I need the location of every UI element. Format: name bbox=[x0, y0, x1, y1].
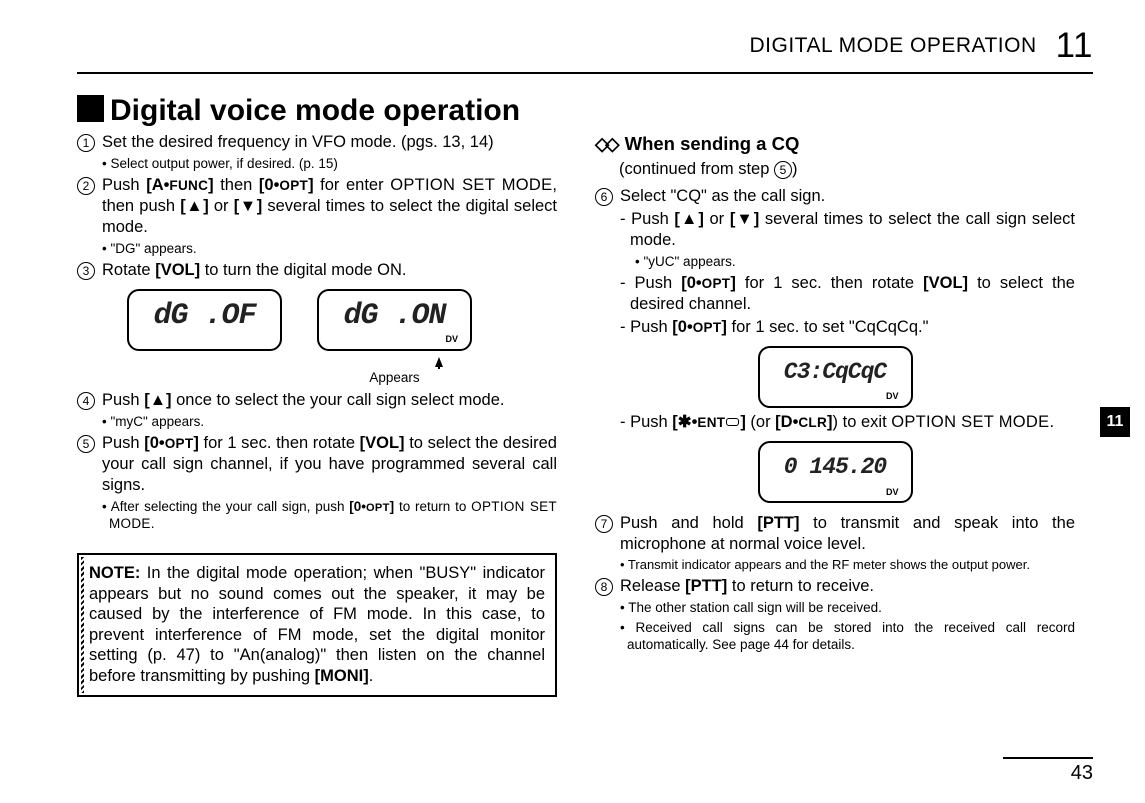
step6-d2: - Push [0•OPT] for 1 sec. then rotate [V… bbox=[620, 273, 1075, 315]
step6-d3: - Push [0•OPT] for 1 sec. to set "CqCqCq… bbox=[620, 317, 1075, 338]
right-column: ◇◇ When sending a CQ (continued from ste… bbox=[595, 132, 1075, 656]
note-label: NOTE: bbox=[89, 564, 140, 582]
step1-num: 1 bbox=[77, 134, 95, 152]
step-8: 8 Release [PTT] to return to receive. bbox=[595, 576, 1075, 597]
step7-sub: • Transmit indicator appears and the RF … bbox=[620, 557, 1075, 574]
title-text: Digital voice mode operation bbox=[110, 94, 520, 127]
diamond-icon: ◇◇ bbox=[595, 133, 615, 154]
lcd-freq-dv: DV bbox=[886, 487, 899, 499]
lcd-row: dG .OF dG .ON DV Appears bbox=[127, 289, 557, 386]
appears-arrow-icon bbox=[434, 357, 444, 369]
page-header: DIGITAL MODE OPERATION 11 bbox=[750, 26, 1094, 66]
lcd-on: dG .ON DV bbox=[317, 289, 472, 351]
lcd3-row: 0 145.20 DV bbox=[595, 441, 1075, 503]
appears-label: Appears bbox=[369, 370, 419, 385]
left-column: 1 Set the desired frequency in VFO mode.… bbox=[77, 132, 557, 697]
title-square-icon bbox=[77, 95, 104, 122]
subheading: ◇◇ When sending a CQ bbox=[595, 132, 1075, 156]
tab-active: 11 bbox=[1100, 407, 1130, 437]
step6-d4: - Push [✱•ENT] (or [D•CLR]) to exit OPTI… bbox=[620, 412, 1075, 433]
step-5: 5 Push [0•OPT] for 1 sec. then rotate [V… bbox=[77, 433, 557, 496]
step4-sub: • "myC" appears. bbox=[102, 413, 557, 431]
step1-body: Set the desired frequency in VFO mode. (… bbox=[102, 132, 557, 153]
step3-body: Rotate [VOL] to turn the digital mode ON… bbox=[102, 260, 557, 281]
step6-num: 6 bbox=[595, 188, 613, 206]
header-rule bbox=[77, 72, 1093, 74]
step-6: 6 Select "CQ" as the call sign. bbox=[595, 186, 1075, 207]
continued-from: (continued from step 5) bbox=[619, 159, 1075, 180]
step8-sub1: • The other station call sign will be re… bbox=[620, 599, 1075, 617]
footer-rule bbox=[1003, 757, 1093, 759]
lcd-cq-text: C3:CqCqC bbox=[760, 358, 911, 387]
step7-num: 7 bbox=[595, 515, 613, 533]
lcd-off: dG .OF bbox=[127, 289, 282, 351]
step2-body: Push [A•FUNC] then [0•OPT] for enter OPT… bbox=[102, 175, 557, 238]
step2-sub: • "DG" appears. bbox=[102, 240, 557, 258]
lcd2-row: C3:CqCqC DV bbox=[595, 346, 1075, 408]
subheading-text: When sending a CQ bbox=[625, 133, 800, 154]
step-2: 2 Push [A•FUNC] then [0•OPT] for enter O… bbox=[77, 175, 557, 238]
step1-sub: • Select output power, if desired. (p. 1… bbox=[102, 155, 557, 173]
header-section-num: 11 bbox=[1056, 26, 1093, 65]
lcd-freq: 0 145.20 DV bbox=[758, 441, 913, 503]
lcd-freq-text: 0 145.20 bbox=[760, 453, 911, 482]
key-o-icon bbox=[726, 418, 739, 426]
lcd-cq-dv: DV bbox=[886, 391, 899, 403]
step6-d1-sub: • "yUC" appears. bbox=[635, 253, 1075, 271]
step6-d1: - Push [▲] or [▼] several times to selec… bbox=[620, 209, 1075, 251]
lcd-off-text: dG .OF bbox=[129, 297, 280, 335]
lcd-cq: C3:CqCqC DV bbox=[758, 346, 913, 408]
step5-sub: • After selecting the your call sign, pu… bbox=[102, 498, 557, 533]
step8-sub2: • Received call signs can be stored into… bbox=[620, 619, 1075, 654]
step4-body: Push [▲] once to select the your call si… bbox=[102, 390, 557, 411]
step8-body: Release [PTT] to return to receive. bbox=[620, 576, 1075, 597]
step-7: 7 Push and hold [PTT] to transmit and sp… bbox=[595, 513, 1075, 555]
header-text: DIGITAL MODE OPERATION bbox=[750, 34, 1037, 57]
note-key: [MONI] bbox=[315, 667, 369, 685]
step5-num: 5 bbox=[77, 435, 95, 453]
step-1: 1 Set the desired frequency in VFO mode.… bbox=[77, 132, 557, 153]
section-title: Digital voice mode operation bbox=[77, 94, 520, 128]
cont-step-num: 5 bbox=[774, 161, 792, 179]
step6-body: Select "CQ" as the call sign. bbox=[620, 186, 1075, 207]
note-box: NOTE: In the digital mode operation; whe… bbox=[77, 553, 557, 697]
step8-num: 8 bbox=[595, 578, 613, 596]
step7-body: Push and hold [PTT] to transmit and spea… bbox=[620, 513, 1075, 555]
step-4: 4 Push [▲] once to select the your call … bbox=[77, 390, 557, 411]
step4-num: 4 bbox=[77, 392, 95, 410]
appears-group: Appears bbox=[317, 357, 472, 386]
lcd-on-text: dG .ON bbox=[319, 297, 470, 335]
step3-num: 3 bbox=[77, 262, 95, 280]
step2-num: 2 bbox=[77, 177, 95, 195]
side-tabs: 11 bbox=[1100, 70, 1130, 773]
lcd-dv-label: DV bbox=[445, 334, 458, 346]
step-3: 3 Rotate [VOL] to turn the digital mode … bbox=[77, 260, 557, 281]
step5-body: Push [0•OPT] for 1 sec. then rotate [VOL… bbox=[102, 433, 557, 496]
note-suf: . bbox=[369, 667, 374, 685]
page-number: 43 bbox=[1071, 762, 1093, 785]
